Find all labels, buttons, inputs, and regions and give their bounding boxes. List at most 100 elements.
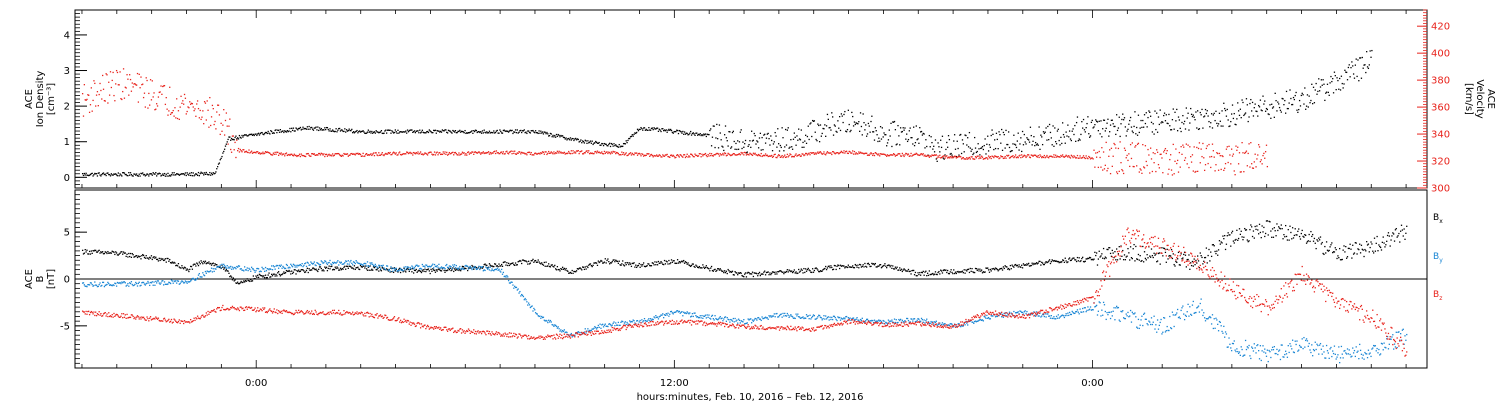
data-point	[986, 143, 988, 145]
data-point	[322, 154, 324, 156]
data-point	[1293, 234, 1296, 237]
data-point	[152, 172, 154, 174]
data-point	[346, 153, 349, 155]
data-point	[775, 135, 777, 137]
data-point	[808, 152, 810, 154]
data-point	[1037, 262, 1039, 264]
data-point	[189, 268, 191, 271]
data-point	[161, 93, 163, 95]
data-point	[1048, 157, 1050, 159]
data-point	[574, 270, 576, 273]
data-point	[1057, 128, 1059, 130]
data-point	[521, 262, 523, 265]
left-tick-label: -5	[60, 321, 70, 332]
data-point	[1264, 235, 1266, 238]
data-point	[142, 253, 144, 256]
data-point	[1100, 120, 1102, 122]
data-point	[1060, 154, 1062, 157]
data-point	[1397, 235, 1399, 237]
data-point	[908, 130, 910, 132]
data-point	[1080, 157, 1082, 159]
data-point	[923, 155, 925, 157]
data-point	[865, 152, 867, 154]
data-point	[122, 68, 125, 70]
data-point	[1152, 123, 1154, 125]
data-point	[739, 272, 741, 274]
data-point	[1160, 122, 1162, 124]
data-point	[652, 262, 654, 264]
data-point	[1132, 248, 1134, 250]
data-point	[472, 132, 474, 134]
data-point	[787, 156, 789, 158]
data-point	[453, 152, 456, 154]
data-point	[785, 156, 788, 158]
data-point	[1084, 260, 1086, 262]
data-point	[581, 269, 583, 271]
data-point	[1364, 64, 1366, 66]
data-point	[831, 112, 833, 114]
data-point	[270, 130, 272, 132]
data-point	[550, 133, 552, 135]
data-point	[663, 155, 666, 157]
data-point	[196, 277, 199, 279]
data-point	[99, 174, 101, 176]
data-point	[219, 159, 221, 161]
data-point	[701, 133, 703, 136]
data-point	[834, 125, 836, 127]
data-point	[942, 269, 944, 272]
data-point	[1019, 143, 1021, 145]
data-point	[887, 155, 890, 157]
data-point	[1358, 80, 1360, 82]
data-point	[1382, 236, 1384, 238]
data-point	[483, 152, 485, 155]
data-point	[1251, 235, 1254, 238]
data-point	[249, 280, 251, 283]
data-point	[1063, 156, 1066, 158]
data-point	[122, 253, 124, 255]
data-point	[724, 125, 727, 127]
data-point	[886, 155, 888, 157]
data-point	[611, 143, 613, 145]
data-point	[784, 154, 786, 156]
data-point	[808, 269, 810, 271]
data-point	[1035, 262, 1038, 264]
data-point	[764, 155, 766, 157]
data-point	[1209, 260, 1211, 262]
data-point	[658, 128, 660, 130]
data-point	[669, 263, 671, 265]
data-point	[852, 115, 854, 118]
data-point	[514, 264, 516, 267]
data-point	[503, 129, 505, 131]
data-point	[662, 263, 664, 265]
data-point	[155, 108, 157, 110]
data-point	[881, 266, 883, 268]
data-point	[97, 172, 99, 174]
data-point	[509, 151, 511, 153]
data-point	[654, 261, 656, 263]
data-point	[192, 264, 194, 266]
data-point	[570, 150, 572, 152]
data-point	[279, 265, 282, 268]
data-point	[1235, 124, 1237, 126]
data-point	[463, 132, 465, 134]
data-point	[669, 262, 672, 264]
data-point	[1126, 255, 1128, 257]
data-point	[699, 153, 701, 155]
data-point	[842, 121, 844, 124]
data-point	[340, 261, 342, 263]
data-point	[1048, 138, 1050, 141]
data-point	[1183, 120, 1186, 123]
data-point	[807, 153, 809, 155]
data-point	[904, 269, 906, 271]
data-point	[1329, 246, 1331, 248]
data-point	[1231, 104, 1234, 106]
data-point	[1027, 138, 1029, 140]
data-point	[737, 148, 740, 150]
data-point	[364, 155, 366, 157]
data-point	[206, 262, 208, 264]
data-point	[1346, 256, 1349, 258]
data-point	[194, 174, 196, 176]
data-point	[996, 268, 998, 271]
data-point	[336, 261, 338, 263]
data-point	[1300, 232, 1302, 235]
